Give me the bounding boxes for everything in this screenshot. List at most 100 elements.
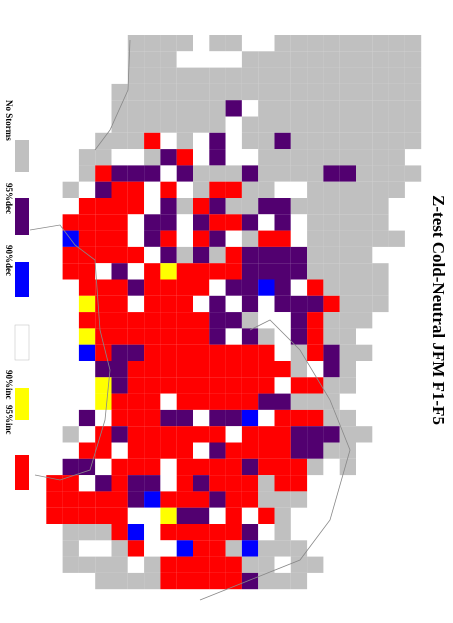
grid-cell: [209, 475, 226, 492]
grid-cell: [111, 442, 128, 459]
grid-cell: [258, 246, 275, 264]
grid-cell: [307, 246, 324, 264]
grid-cell: [144, 393, 161, 410]
grid-cell: [144, 540, 161, 557]
grid-cell: [258, 116, 275, 133]
grid-cell: [258, 67, 275, 84]
grid-cell: [225, 377, 242, 394]
grid-cell: [160, 426, 177, 443]
grid-cell: [176, 344, 193, 361]
grid-cell: [144, 458, 161, 476]
grid-cell: [144, 279, 161, 296]
grid-cell: [95, 572, 112, 590]
grid-cell: [160, 377, 177, 394]
grid-cell: [111, 279, 128, 296]
grid-cell: [127, 572, 145, 590]
grid-cell: [274, 181, 291, 198]
grid-cell: [160, 149, 177, 166]
grid-cell: [62, 181, 79, 198]
grid-cell: [144, 344, 161, 361]
grid-cell: [258, 556, 275, 573]
grid-cell: [127, 83, 145, 101]
grid-cell: [241, 279, 259, 296]
grid-cell: [160, 165, 177, 182]
grid-cell: [95, 507, 112, 524]
grid-cell: [160, 279, 177, 296]
grid-cell: [144, 116, 161, 133]
grid-cell: [241, 230, 259, 247]
grid-cell: [62, 198, 79, 215]
grid-cell: [307, 377, 324, 394]
grid-cell: [62, 246, 79, 264]
grid-cell: [176, 230, 193, 247]
grid-cell: [144, 361, 161, 378]
grid-cell: [144, 572, 161, 590]
grid-cell: [307, 132, 324, 150]
grid-cell: [404, 83, 422, 101]
grid-cell: [127, 198, 145, 215]
grid-cell: [209, 279, 226, 296]
grid-cell: [323, 230, 340, 247]
grid-cell: [290, 246, 308, 264]
grid-cell: [356, 67, 373, 84]
grid-cell: [307, 295, 324, 313]
grid-cell: [209, 377, 226, 394]
grid-cell: [323, 295, 340, 313]
grid-cell: [209, 312, 226, 329]
grid-cell: [144, 409, 161, 427]
grid-cell: [193, 181, 210, 198]
grid-cell: [241, 458, 259, 476]
grid-cell: [78, 181, 96, 198]
grid-cell: [193, 295, 210, 313]
grid-cell: [127, 214, 145, 231]
grid-cell: [160, 181, 177, 198]
grid-cell: [193, 116, 210, 133]
grid-cell: [209, 230, 226, 247]
grid-cell: [176, 491, 193, 508]
grid-cell: [62, 507, 79, 524]
grid-cell: [160, 263, 177, 280]
grid-cell: [111, 116, 128, 133]
grid-cell: [241, 556, 259, 573]
grid-cell: [258, 132, 275, 150]
grid-cell: [127, 295, 145, 313]
grid-cell: [307, 279, 324, 296]
grid-cell: [160, 409, 177, 427]
grid-cell: [209, 181, 226, 198]
grid-cell: [339, 246, 356, 264]
grid-cell: [95, 556, 112, 573]
grid-cell: [356, 165, 373, 182]
grid-cell: [323, 328, 340, 345]
grid-cell: [274, 475, 291, 492]
grid-cell: [160, 507, 177, 524]
grid-cell: [193, 230, 210, 247]
grid-cell: [388, 116, 405, 133]
grid-cell: [160, 51, 177, 68]
grid-cell: [209, 393, 226, 410]
grid-cell: [307, 67, 324, 84]
grid-cell: [290, 214, 308, 231]
grid-cell: [95, 181, 112, 198]
grid-cell: [127, 426, 145, 443]
grid-cell: [111, 572, 128, 590]
grid-cell: [209, 51, 226, 68]
grid-cell: [78, 491, 96, 508]
grid-cell: [78, 198, 96, 215]
grid-cell: [388, 83, 405, 101]
grid-cell: [176, 540, 193, 557]
grid-cell: [127, 67, 145, 84]
grid-cell: [372, 83, 389, 101]
grid-cell: [290, 475, 308, 492]
grid-cell: [274, 83, 291, 101]
legend-swatch: [15, 262, 29, 297]
grid-cell: [160, 458, 177, 476]
grid-cell: [258, 572, 275, 590]
grid-cell: [258, 458, 275, 476]
grid-cell: [290, 491, 308, 508]
grid-cell: [193, 458, 210, 476]
grid-cell: [144, 83, 161, 101]
grid-cell: [241, 540, 259, 557]
grid-cell: [323, 132, 340, 150]
grid-cell: [339, 426, 356, 443]
grid-cell: [209, 361, 226, 378]
